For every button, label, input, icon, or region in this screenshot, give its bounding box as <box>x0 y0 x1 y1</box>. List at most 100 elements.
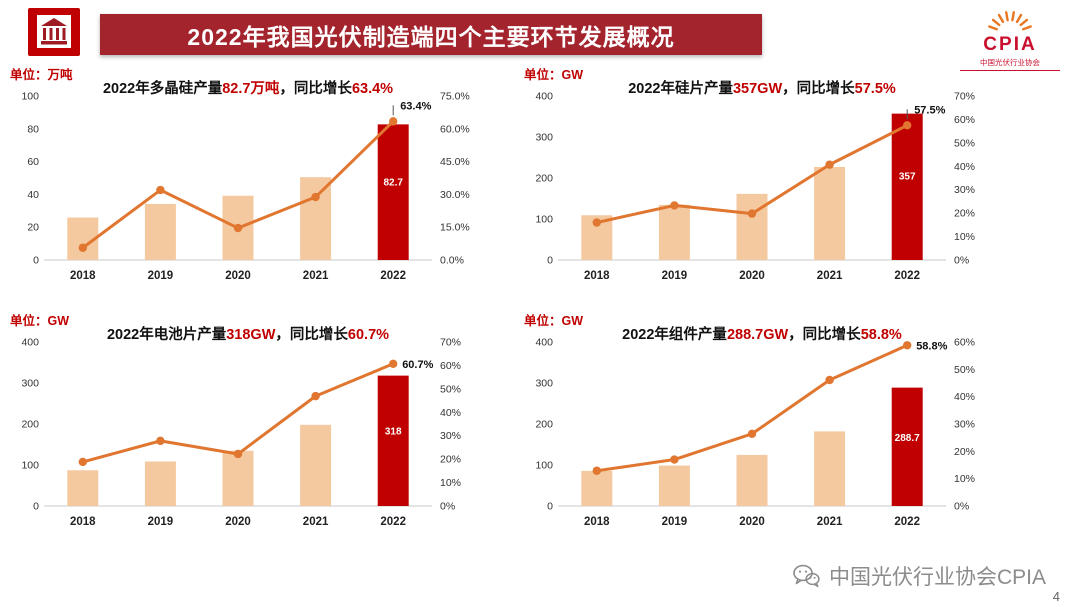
x-tick: 2022 <box>380 516 406 528</box>
y-right-tick: 50% <box>954 364 975 376</box>
x-tick: 2019 <box>662 516 688 528</box>
line-value-label: 60.7% <box>402 359 433 371</box>
y-left-tick: 300 <box>535 378 553 390</box>
line-value-label: 57.5% <box>914 104 945 116</box>
y-right-tick: 30% <box>954 184 975 196</box>
watermark: 中国光伏行业协会CPIA <box>793 561 1046 591</box>
bar-2022 <box>377 124 409 260</box>
chart-title-text: ，同比增长 <box>782 81 855 97</box>
y-right-tick: 0% <box>440 501 455 513</box>
bar-2022 <box>891 387 923 506</box>
unit-label: 单位：GW <box>524 68 584 82</box>
chart-title-text: 2022年多晶硅产量 <box>102 81 223 97</box>
point-2018 <box>78 243 88 252</box>
y-right-tick: 40% <box>954 161 975 173</box>
point-2019 <box>670 455 679 464</box>
x-tick: 2020 <box>225 516 251 528</box>
cpia-logo-text: CPIA <box>983 34 1037 55</box>
y-right-tick: 15.0% <box>440 222 470 234</box>
y-left-tick: 100 <box>21 91 39 103</box>
point-2021 <box>311 192 320 202</box>
chart-title: 2022年多晶硅产量82.7万吨，同比增长63.4% <box>8 77 488 98</box>
x-tick: 2020 <box>739 270 765 282</box>
y-right-tick: 30% <box>440 430 461 442</box>
y-right-tick: 60% <box>440 360 461 372</box>
chart-title-highlight: 58.8% <box>860 327 902 343</box>
cpia-logo-subtext: 中国光伏行业协会 <box>960 57 1060 71</box>
y-left-tick: 200 <box>535 419 553 431</box>
bar-2019 <box>658 204 690 260</box>
y-right-tick: 60% <box>954 337 975 349</box>
bar-2021 <box>300 177 332 260</box>
chart-title-text: 2022年硅片产量 <box>628 81 733 97</box>
x-tick: 2022 <box>894 270 920 282</box>
x-tick: 2020 <box>225 270 251 282</box>
y-left-tick: 0 <box>547 255 553 267</box>
y-left-tick: 0 <box>33 255 39 267</box>
bar-2020 <box>736 454 768 506</box>
unit-label: 单位：万吨 <box>10 68 73 82</box>
y-left-tick: 300 <box>535 132 553 144</box>
y-left-tick: 100 <box>535 460 553 472</box>
bar-2021 <box>814 166 846 260</box>
bar-2018 <box>581 470 613 506</box>
point-2018 <box>592 466 601 475</box>
bar-2020 <box>736 193 768 260</box>
chart-wafer-card: 单位：GW 2022年硅片产量357GW，同比增长57.5% 0 100 200 30… <box>522 62 1002 300</box>
y-left-tick: 100 <box>21 460 39 472</box>
unit-label: 单位：GW <box>524 314 584 328</box>
y-right-tick: 40% <box>954 391 975 403</box>
watermark-text: 中国光伏行业协会CPIA <box>828 566 1046 589</box>
chart-title: 2022年组件产量288.7GW，同比增长58.8% <box>522 323 1002 344</box>
y-right-tick: 70% <box>954 91 975 103</box>
y-right-tick: 20% <box>954 208 975 220</box>
y-left-tick: 40 <box>27 189 39 201</box>
y-right-tick: 60.0% <box>440 123 470 135</box>
bar-2021 <box>300 424 332 506</box>
y-right-tick: 30.0% <box>440 189 470 201</box>
point-2021 <box>311 391 320 401</box>
bar-2021 <box>814 431 846 506</box>
point-2020 <box>747 429 757 439</box>
chart-title-text: 2022年组件产量 <box>622 327 727 343</box>
bar-2019 <box>144 461 176 506</box>
x-tick: 2021 <box>303 270 329 282</box>
page-number: 4 <box>1052 589 1060 604</box>
point-2022 <box>389 117 398 126</box>
y-right-tick: 0.0% <box>440 255 464 267</box>
y-right-tick: 20% <box>440 454 461 466</box>
point-2019 <box>670 201 679 210</box>
wafer-chart-plot: 0 100 200 300 400 0% 10% 20% 30% 40% 50% 60% 70% 2018… <box>535 91 975 283</box>
chart-title-text: ，同比增长 <box>275 327 348 343</box>
x-tick: 2019 <box>148 516 174 528</box>
chart-title-highlight: 288.7GW <box>726 327 789 343</box>
chart-title-highlight: 63.4% <box>351 81 394 97</box>
bar-2022 <box>377 375 409 506</box>
y-right-tick: 30% <box>954 419 975 431</box>
point-2018 <box>78 457 88 467</box>
charts-grid: 单位：万吨 2022年多晶硅产量82.7万吨，同比增长63.4% 0 20 40 60… <box>8 62 1002 546</box>
y-left-tick: 200 <box>535 173 553 185</box>
y-right-tick: 10% <box>954 231 975 243</box>
wechat-icon <box>793 564 820 588</box>
x-tick: 2022 <box>380 270 406 282</box>
chart-title-highlight: 60.7% <box>347 327 390 343</box>
bar-2019 <box>144 203 176 260</box>
chart-title: 2022年电池片产量318GW，同比增长60.7% <box>8 323 488 344</box>
growth-line <box>82 362 394 464</box>
cpia-logo: CPIA 中国光伏行业协会 <box>960 2 1060 71</box>
y-right-tick: 40% <box>440 407 461 419</box>
bar-2018 <box>67 470 99 506</box>
point-2020 <box>747 209 757 218</box>
y-right-tick: 0% <box>954 255 969 267</box>
y-right-tick: 0% <box>954 501 969 513</box>
cpia-emblem-icon <box>28 8 80 56</box>
x-tick: 2019 <box>662 270 688 282</box>
y-right-tick: 60% <box>954 114 975 126</box>
y-left-tick: 60 <box>27 156 39 168</box>
y-left-tick: 400 <box>535 337 553 349</box>
x-tick: 2019 <box>148 270 174 282</box>
y-left-tick: 0 <box>547 501 553 513</box>
point-2020 <box>233 449 243 459</box>
